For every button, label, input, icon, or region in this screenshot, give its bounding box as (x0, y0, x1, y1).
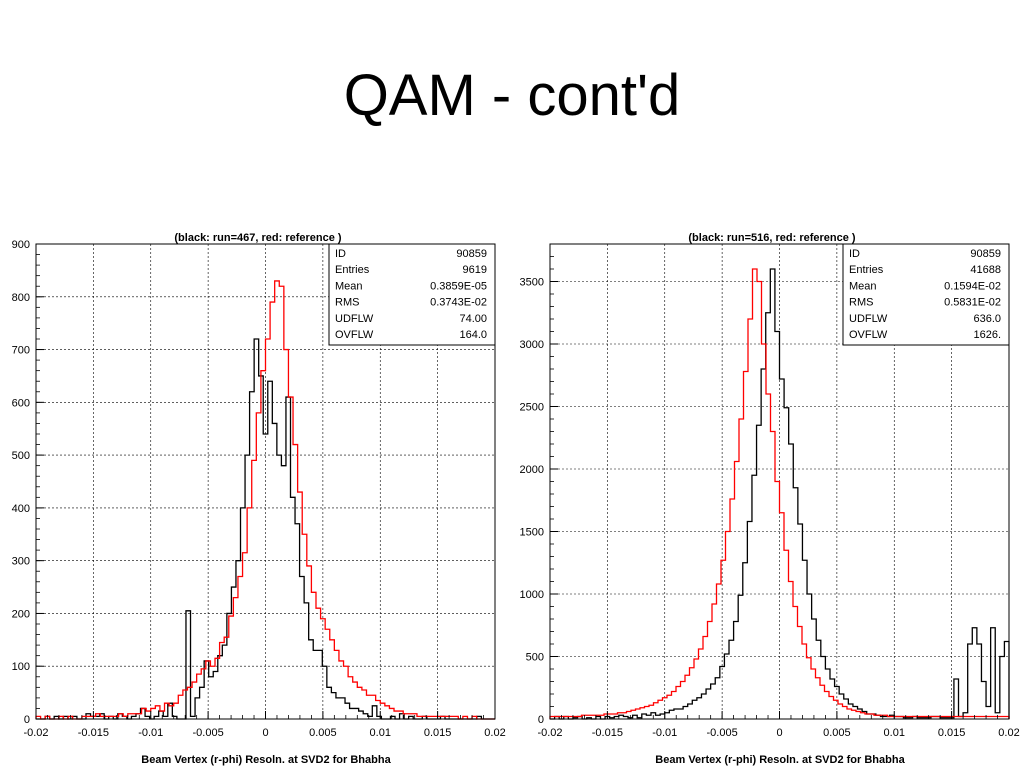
x-axis-title: Beam Vertex (r-phi) Resoln. at SVD2 for … (141, 754, 391, 766)
stats-label: Mean (849, 280, 877, 292)
x-tick-label: 0.01 (884, 727, 905, 739)
x-tick-label: 0.02 (484, 727, 505, 739)
y-tick-label: 600 (12, 397, 30, 409)
y-tick-label: 400 (12, 503, 30, 515)
stats-value: 90859 (970, 248, 1001, 260)
stats-label: OVFLW (849, 329, 888, 341)
stats-label: Entries (335, 264, 370, 276)
x-tick-label: -0.02 (23, 727, 48, 739)
x-tick-label: -0.005 (193, 727, 224, 739)
histogram-series-line (35, 280, 495, 720)
x-tick-label: -0.02 (537, 727, 562, 739)
stats-label: UDFLW (335, 313, 374, 325)
stats-value: 636.0 (973, 313, 1001, 325)
x-tick-label: 0.005 (309, 727, 337, 739)
x-tick-label: 0.015 (424, 727, 452, 739)
x-axis-title: Beam Vertex (r-phi) Resoln. at SVD2 for … (655, 754, 905, 766)
histogram-panel-run-516: (black: run=516, red: reference ) -0.02 -… (520, 232, 1020, 766)
stats-value: 90859 (456, 248, 487, 260)
x-tick-label: -0.01 (138, 727, 163, 739)
histogram-series-line (36, 338, 495, 720)
x-tick-label: 0.005 (823, 727, 851, 739)
stats-value: 9619 (463, 264, 487, 276)
y-tick-label: 2500 (520, 402, 544, 414)
histogram-series-line (549, 268, 1010, 719)
stats-value: 74.00 (459, 313, 487, 325)
chart-title: (black: run=516, red: reference ) (688, 232, 856, 244)
stats-label: Entries (849, 264, 884, 276)
x-tick-label: -0.005 (707, 727, 738, 739)
stats-value: 41688 (970, 264, 1001, 276)
stats-label: Mean (335, 280, 363, 292)
x-tick-label: 0 (262, 727, 268, 739)
x-tick-label: -0.015 (592, 727, 623, 739)
stats-label: ID (849, 248, 860, 260)
stats-box: ID 90859 Entries 41688 Mean 0.1594E-02 RMS 0.58… (842, 243, 1010, 346)
y-tick-label: 500 (12, 450, 30, 462)
y-tick-label: 3500 (520, 277, 544, 289)
stats-value: 164.0 (459, 329, 487, 341)
stats-value: 0.5831E-02 (944, 297, 1001, 309)
chart-title: (black: run=467, red: reference ) (174, 232, 342, 244)
x-tick-label: -0.015 (78, 727, 109, 739)
y-tick-label: 700 (12, 345, 30, 357)
x-tick-label: 0 (776, 727, 782, 739)
stats-value: 0.3859E-05 (430, 280, 487, 292)
slide-title: QAM - cont'd (343, 63, 681, 128)
x-tick-label: 0.02 (998, 727, 1019, 739)
y-tick-label: 300 (12, 556, 30, 568)
y-tick-label: 100 (12, 661, 30, 673)
stats-label: UDFLW (849, 313, 888, 325)
y-tick-label: 800 (12, 292, 30, 304)
y-tick-label: 1000 (520, 589, 544, 601)
stats-label: ID (335, 248, 346, 260)
stats-value: 1626. (973, 329, 1001, 341)
stats-label: RMS (335, 297, 359, 309)
y-tick-label: 900 (12, 239, 30, 251)
stats-label: OVFLW (335, 329, 374, 341)
histogram-series-line (550, 268, 1010, 720)
stats-label: RMS (849, 297, 873, 309)
x-tick-label: 0.01 (370, 727, 391, 739)
y-tick-label: 200 (12, 608, 30, 620)
stats-box: ID 90859 Entries 9619 Mean 0.3859E-05 RMS 0.374… (328, 243, 496, 346)
y-tick-label: 3000 (520, 339, 544, 351)
y-tick-label: 1500 (520, 527, 544, 539)
y-tick-label: 0 (24, 714, 30, 726)
stats-value: 0.1594E-02 (944, 280, 1001, 292)
histogram-panel-run-467: (black: run=467, red: reference ) -0.02 -… (12, 232, 506, 766)
stats-value: 0.3743E-02 (430, 297, 487, 309)
y-tick-label: 500 (526, 652, 544, 664)
x-tick-label: 0.015 (938, 727, 966, 739)
x-tick-label: -0.01 (652, 727, 677, 739)
y-tick-label: 2000 (520, 464, 544, 476)
y-tick-label: 0 (538, 714, 544, 726)
